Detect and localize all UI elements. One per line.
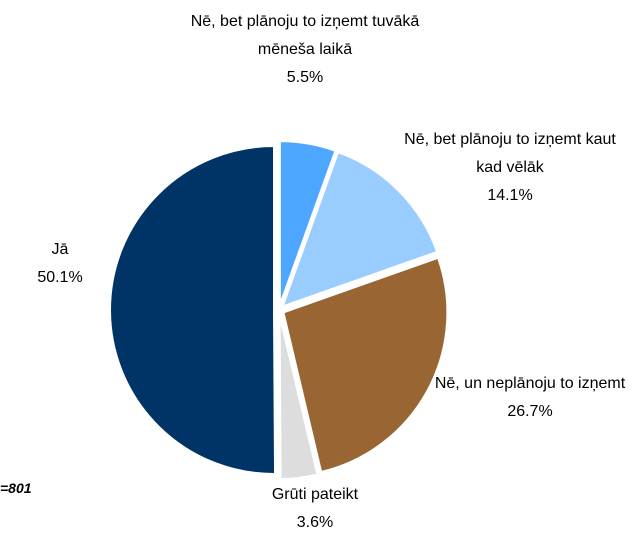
slice-value-label: 50.1% <box>37 269 83 286</box>
slice-label: Grūti pateikt <box>271 486 359 503</box>
slice-label: Nē, un neplānoju to izņemt <box>434 375 626 392</box>
pie-slice <box>282 256 449 474</box>
pie-slice <box>108 145 277 476</box>
slice-label: Jā <box>51 241 69 258</box>
slice-value-label: 26.7% <box>507 403 553 420</box>
slice-value-label: 14.1% <box>487 187 533 204</box>
slice-value-label: 5.5% <box>286 69 324 86</box>
slice-label: Nē, bet plānoju to izņemt tuvākā mēneša … <box>190 13 420 58</box>
pie-slice <box>278 140 337 306</box>
annotation: =801 <box>0 480 32 496</box>
slice-label: Nē, bet plānoju to izņemt kaut kad vēlāk <box>404 131 616 176</box>
pie-slice <box>280 150 439 309</box>
pie-slice <box>278 314 319 480</box>
slice-value-label: 3.6% <box>296 514 334 531</box>
